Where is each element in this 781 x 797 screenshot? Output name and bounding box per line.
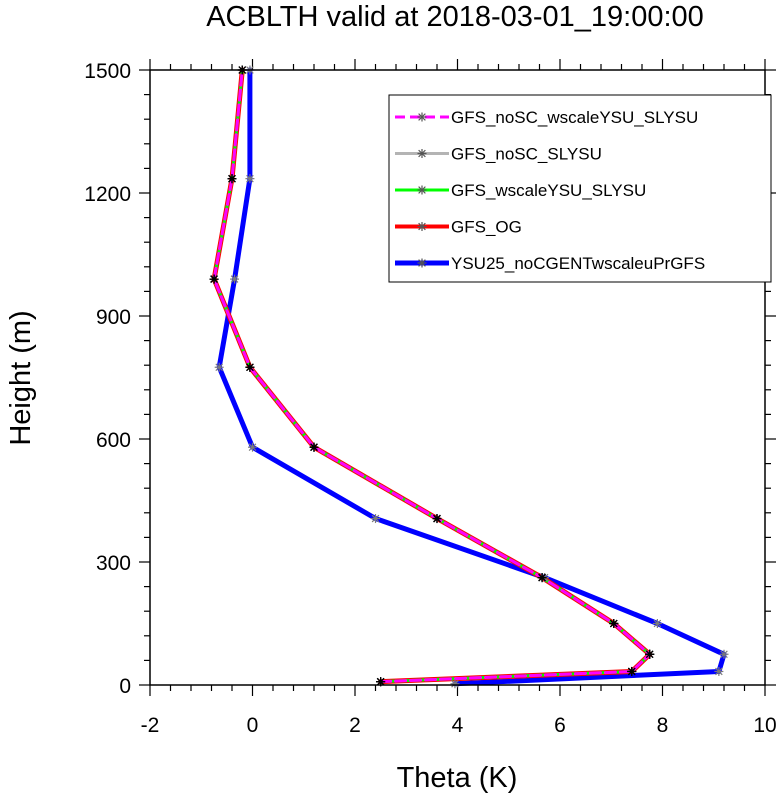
data-point (645, 649, 655, 659)
data-point (245, 174, 255, 184)
legend-item: GFS_noSC_SLYSU (395, 145, 602, 164)
legend: GFS_noSC_wscaleYSU_SLYSU GFS_noSC_SLYSU GF… (388, 94, 772, 283)
data-point (248, 442, 257, 452)
legend-label: GFS_wscaleYSU_SLYSU (451, 181, 646, 200)
legend-items: GFS_noSC_wscaleYSU_SLYSU GFS_noSC_SLYSU GF… (395, 108, 705, 273)
chart-title: ACBLTH valid at 2018-03-01_19:00:00 (206, 1, 704, 33)
y-tick-label: 1200 (84, 183, 131, 206)
legend-item: GFS_OG (395, 218, 522, 237)
x-tick-label: -2 (141, 714, 160, 737)
series-layer (209, 65, 729, 689)
legend-label: GFS_noSC_SLYSU (451, 145, 602, 164)
data-point (309, 442, 319, 452)
y-tick-label: 0 (119, 675, 131, 698)
y-tick-label: 900 (96, 306, 131, 329)
data-point (209, 274, 219, 284)
legend-item: GFS_wscaleYSU_SLYSU (395, 181, 646, 200)
x-tick-label: 10 (753, 714, 776, 737)
legend-item: YSU25_noCGENTwscaleuPrGFS (395, 254, 705, 273)
data-point (450, 679, 460, 689)
x-axis-title: Theta (K) (397, 762, 518, 794)
tick-labels: -2 0 2 4 6 8 10 0 300 600 900 1200 1500 (84, 60, 776, 737)
legend-label: GFS_noSC_wscaleYSU_SLYSU (451, 108, 698, 127)
data-point (627, 666, 637, 676)
x-tick-label: 6 (554, 714, 566, 737)
data-point (652, 619, 662, 628)
data-point (214, 362, 224, 372)
data-point (230, 274, 240, 284)
data-point (227, 174, 237, 184)
y-tick-label: 300 (96, 552, 131, 575)
y-tick-label: 1500 (84, 60, 131, 83)
data-point (245, 362, 255, 372)
legend-label: GFS_OG (451, 218, 522, 237)
x-tick-label: 8 (657, 714, 669, 737)
legend-box (388, 94, 772, 283)
legend-label: YSU25_noCGENTwscaleuPrGFS (451, 254, 705, 273)
data-point (609, 619, 619, 628)
x-tick-label: 2 (349, 714, 361, 737)
y-axis-title: Height (m) (5, 310, 37, 445)
x-tick-label: 0 (247, 714, 259, 737)
data-point (719, 649, 729, 659)
plot-frame (149, 69, 766, 686)
y-tick-label: 600 (96, 429, 131, 452)
data-point (432, 514, 442, 524)
data-point (371, 514, 380, 524)
data-point (376, 677, 386, 687)
data-point (714, 666, 724, 676)
data-point (537, 573, 547, 583)
x-tick-label: 4 (452, 714, 464, 737)
legend-item: GFS_noSC_wscaleYSU_SLYSU (395, 108, 698, 127)
